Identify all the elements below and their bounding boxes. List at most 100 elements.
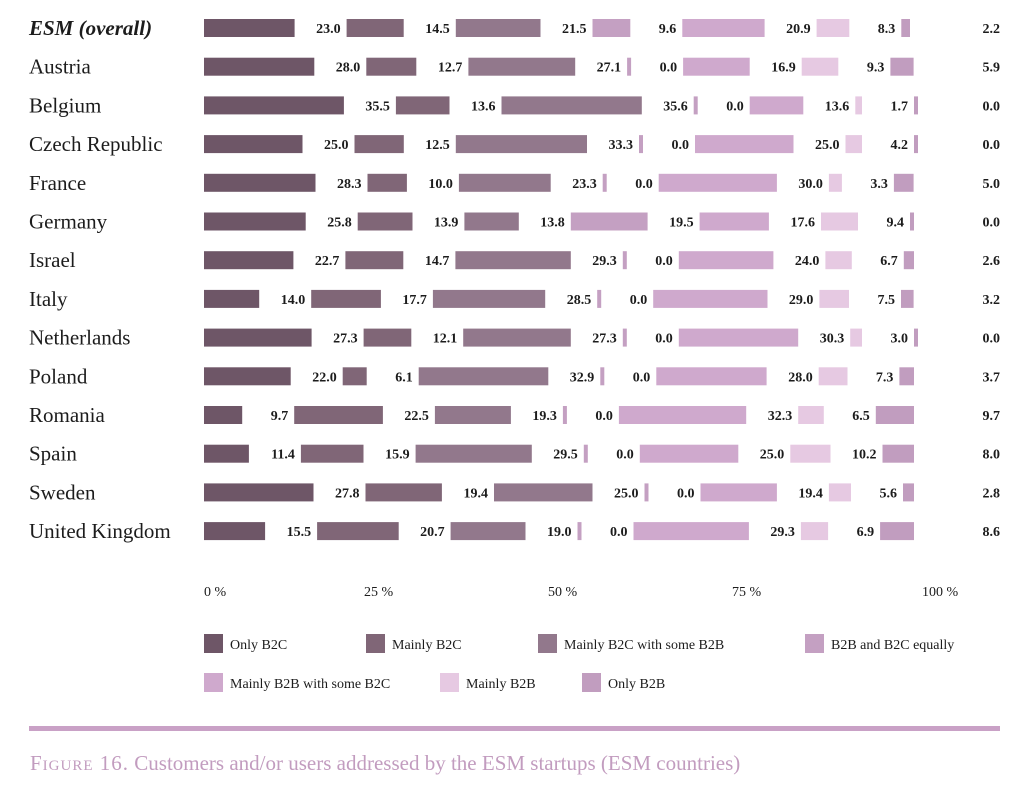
bar-italy-mainly-b2c-with-some-b2b	[432, 289, 546, 308]
value-label-italy-mainly-b2c-with-some-b2b: 28.5	[567, 293, 592, 308]
bar-netherlands-mainly-b2b	[850, 328, 862, 347]
bar-france-mainly-b2b-with-some-b2c	[658, 173, 777, 192]
bar-belgium-b2b-and-b2c-equally	[693, 96, 698, 115]
value-label-united-kingdom-mainly-b2c: 20.7	[420, 525, 445, 540]
value-label-israel-only-b2b: 2.6	[983, 254, 1001, 269]
value-label-germany-mainly-b2b-with-some-b2c: 17.6	[791, 216, 816, 231]
bar-united-kingdom-mainly-b2c	[317, 522, 399, 541]
value-label-austria-only-b2c: 28.0	[336, 61, 361, 76]
value-label-sweden-only-b2c: 27.8	[335, 486, 360, 501]
bar-romania-mainly-b2b-with-some-b2c	[618, 406, 747, 424]
bar-austria-mainly-b2b	[801, 57, 839, 76]
category-label-belgium: Belgium	[29, 93, 101, 117]
legend-label-b2b-and-b2c-equally: B2B and B2C equally	[831, 638, 954, 653]
value-label-germany-only-b2c: 25.8	[327, 216, 352, 231]
category-label-czech-republic: Czech Republic	[29, 132, 163, 156]
value-label-poland-only-b2b: 3.7	[983, 370, 1001, 385]
value-label-sweden-mainly-b2c: 19.4	[464, 486, 489, 501]
value-label-italy-mainly-b2b: 7.5	[878, 293, 896, 308]
value-label-united-kingdom-only-b2c: 15.5	[287, 525, 312, 540]
value-label-spain-mainly-b2c-with-some-b2b: 29.5	[553, 448, 578, 463]
value-label-germany-b2b-and-b2c-equally: 19.5	[669, 216, 694, 231]
bar-italy-only-b2b	[901, 289, 914, 308]
value-label-czech-republic-b2b-and-b2c-equally: 0.0	[672, 138, 690, 153]
bar-israel-b2b-and-b2c-equally	[622, 251, 627, 270]
category-label-sweden: Sweden	[29, 480, 96, 504]
bar-sweden-mainly-b2b	[828, 483, 851, 502]
bar-germany-only-b2c	[204, 212, 306, 231]
bar-spain-mainly-b2c-with-some-b2b	[415, 444, 532, 463]
bar-czech-republic-mainly-b2b	[845, 135, 862, 154]
value-label-belgium-mainly-b2b: 1.7	[891, 99, 909, 114]
bar-romania-mainly-b2c-with-some-b2b	[434, 406, 511, 424]
value-label-united-kingdom-mainly-b2c-with-some-b2b: 19.0	[547, 525, 572, 540]
x-tick-label: 25 %	[364, 585, 394, 600]
bar-belgium-only-b2b	[914, 96, 918, 115]
bar-czech-republic-only-b2c	[204, 135, 303, 154]
category-label-italy: Italy	[29, 287, 68, 311]
value-label-united-kingdom-mainly-b2b-with-some-b2c: 29.3	[770, 525, 795, 540]
bar-france-only-b2b	[893, 173, 914, 192]
value-label-france-mainly-b2b: 3.3	[870, 177, 888, 192]
value-label-israel-b2b-and-b2c-equally: 0.0	[655, 254, 673, 269]
value-label-poland-mainly-b2c-with-some-b2b: 32.9	[570, 370, 595, 385]
bar-netherlands-b2b-and-b2c-equally	[622, 328, 627, 347]
bar-united-kingdom-only-b2b	[880, 522, 914, 541]
value-label-belgium-b2b-and-b2c-equally: 0.0	[726, 99, 744, 114]
bar-austria-mainly-b2b-with-some-b2c	[683, 57, 750, 76]
value-label-austria-only-b2b: 5.9	[983, 61, 1001, 76]
bar-belgium-mainly-b2c	[395, 96, 450, 115]
value-label-spain-b2b-and-b2c-equally: 0.0	[616, 448, 634, 463]
value-label-france-only-b2c: 28.3	[337, 177, 362, 192]
bar-austria-only-b2b	[890, 57, 914, 76]
value-label-italy-mainly-b2c: 17.7	[402, 293, 427, 308]
value-label-austria-mainly-b2b: 9.3	[867, 61, 885, 76]
value-label-israel-mainly-b2b-with-some-b2c: 24.0	[795, 254, 820, 269]
value-label-netherlands-mainly-b2c-with-some-b2b: 27.3	[592, 332, 617, 347]
value-label-czech-republic-mainly-b2c-with-some-b2b: 33.3	[609, 138, 634, 153]
category-label-united-kingdom: United Kingdom	[29, 519, 171, 543]
bar-spain-mainly-b2b	[790, 444, 831, 463]
value-label-france-mainly-b2c: 10.0	[428, 177, 453, 192]
bar-united-kingdom-mainly-b2b-with-some-b2c	[633, 522, 749, 541]
bar-esm-overall-mainly-b2c-with-some-b2b	[455, 19, 541, 37]
value-label-romania-b2b-and-b2c-equally: 0.0	[595, 409, 613, 424]
value-label-esm-overall-mainly-b2c-with-some-b2b: 21.5	[562, 22, 587, 37]
bar-austria-b2b-and-b2c-equally	[627, 57, 632, 76]
value-label-romania-mainly-b2b: 6.5	[852, 409, 870, 424]
value-label-israel-mainly-b2c-with-some-b2b: 29.3	[592, 254, 617, 269]
bar-poland-mainly-b2c	[342, 367, 367, 386]
legend-label-mainly-b2c: Mainly B2C	[392, 638, 462, 653]
bar-czech-republic-mainly-b2c	[354, 135, 404, 154]
value-label-france-only-b2b: 5.0	[983, 177, 1001, 192]
value-label-austria-b2b-and-b2c-equally: 0.0	[660, 61, 678, 76]
bar-sweden-only-b2b	[903, 483, 914, 502]
value-label-netherlands-only-b2c: 27.3	[333, 332, 358, 347]
bar-france-b2b-and-b2c-equally	[602, 173, 607, 192]
bar-austria-only-b2c	[204, 57, 315, 76]
bar-israel-mainly-b2b-with-some-b2c	[678, 251, 774, 270]
value-label-czech-republic-mainly-b2c: 12.5	[425, 138, 450, 153]
value-label-germany-mainly-b2c-with-some-b2b: 13.8	[540, 216, 565, 231]
value-label-italy-mainly-b2b-with-some-b2c: 29.0	[789, 293, 814, 308]
bar-netherlands-only-b2c	[204, 328, 312, 347]
bar-esm-overall-only-b2c	[204, 19, 295, 37]
bar-austria-mainly-b2c-with-some-b2b	[468, 57, 576, 76]
value-label-belgium-mainly-b2c-with-some-b2b: 35.6	[663, 99, 688, 114]
bar-france-mainly-b2c	[367, 173, 407, 192]
bar-romania-only-b2c	[204, 406, 243, 424]
bar-spain-mainly-b2c	[300, 444, 364, 463]
bar-germany-only-b2b	[910, 212, 914, 231]
bar-israel-mainly-b2c-with-some-b2b	[455, 251, 571, 270]
bar-sweden-mainly-b2c-with-some-b2b	[494, 483, 593, 502]
value-label-israel-mainly-b2c: 14.7	[425, 254, 450, 269]
bar-esm-overall-b2b-and-b2c-equally	[592, 19, 631, 37]
bar-czech-republic-b2b-and-b2c-equally	[639, 135, 643, 154]
category-label-poland: Poland	[29, 364, 88, 388]
bar-netherlands-only-b2b	[914, 328, 918, 347]
value-label-united-kingdom-only-b2b: 8.6	[983, 525, 1001, 540]
value-label-france-mainly-b2c-with-some-b2b: 23.3	[572, 177, 597, 192]
bar-esm-overall-mainly-b2c	[346, 19, 404, 37]
value-label-esm-overall-b2b-and-b2c-equally: 9.6	[659, 22, 677, 37]
bar-poland-only-b2c	[204, 367, 291, 386]
